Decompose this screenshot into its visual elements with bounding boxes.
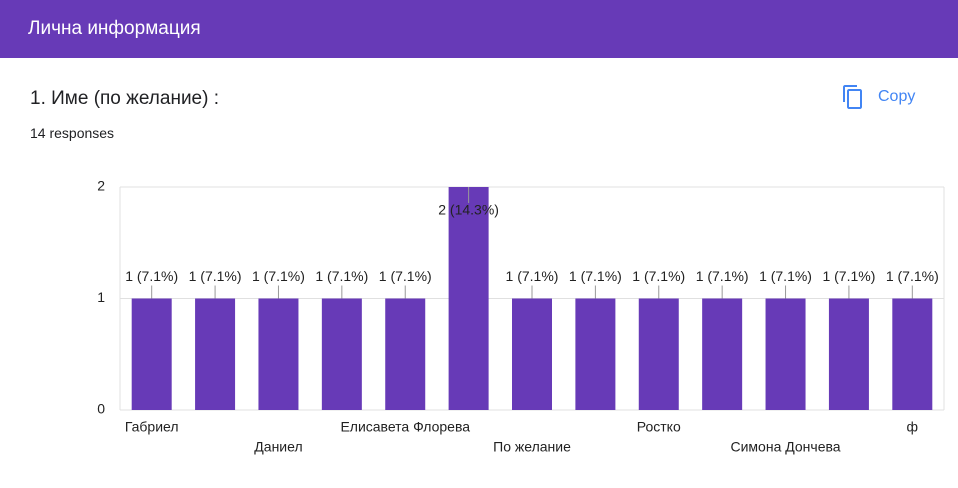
bar (448, 187, 489, 410)
bar (638, 298, 679, 410)
data-label: 1 (7.1%) (379, 268, 432, 284)
data-label: 1 (7.1%) (506, 268, 559, 284)
data-label: 1 (7.1%) (125, 268, 178, 284)
data-label: 1 (7.1%) (252, 268, 305, 284)
x-tick-label: По желание (493, 439, 571, 455)
bar (195, 298, 236, 410)
x-tick-label: Елисавета Флорева (340, 419, 470, 435)
y-tick-label: 1 (97, 289, 105, 305)
x-tick-label: Симона Дончева (731, 439, 841, 455)
data-label: 1 (7.1%) (759, 268, 812, 284)
x-tick-label: ф (907, 419, 919, 435)
bar (258, 298, 299, 410)
data-label: 1 (7.1%) (886, 268, 939, 284)
question-title: 1. Име (по желание) : (30, 88, 220, 109)
section-header: Лична информация (0, 0, 958, 58)
copy-label: Copy (878, 88, 916, 105)
x-tick-label: Даниел (254, 439, 302, 455)
bar (512, 298, 552, 410)
bar (575, 298, 616, 410)
data-label: 1 (7.1%) (315, 268, 368, 284)
copy-icon (843, 85, 862, 109)
response-count: 14 responses (30, 125, 115, 141)
x-tick-label: Ростко (637, 419, 681, 435)
data-label: 1 (7.1%) (569, 268, 622, 284)
bar (892, 298, 933, 410)
x-tick-label: Габриел (125, 419, 179, 435)
data-label: 1 (7.1%) (696, 268, 749, 284)
y-tick-label: 0 (97, 401, 105, 417)
data-label: 2 (14.3%) (438, 202, 499, 218)
bar (321, 298, 362, 410)
bar (765, 298, 806, 410)
copy-button[interactable]: Copy (842, 84, 915, 110)
bar (702, 298, 743, 410)
data-label: 1 (7.1%) (189, 268, 242, 284)
bar (385, 298, 426, 410)
bar (828, 298, 869, 410)
y-tick-label: 2 (97, 178, 105, 194)
bar (131, 298, 172, 410)
data-label: 1 (7.1%) (822, 268, 875, 284)
data-label: 1 (7.1%) (632, 268, 685, 284)
